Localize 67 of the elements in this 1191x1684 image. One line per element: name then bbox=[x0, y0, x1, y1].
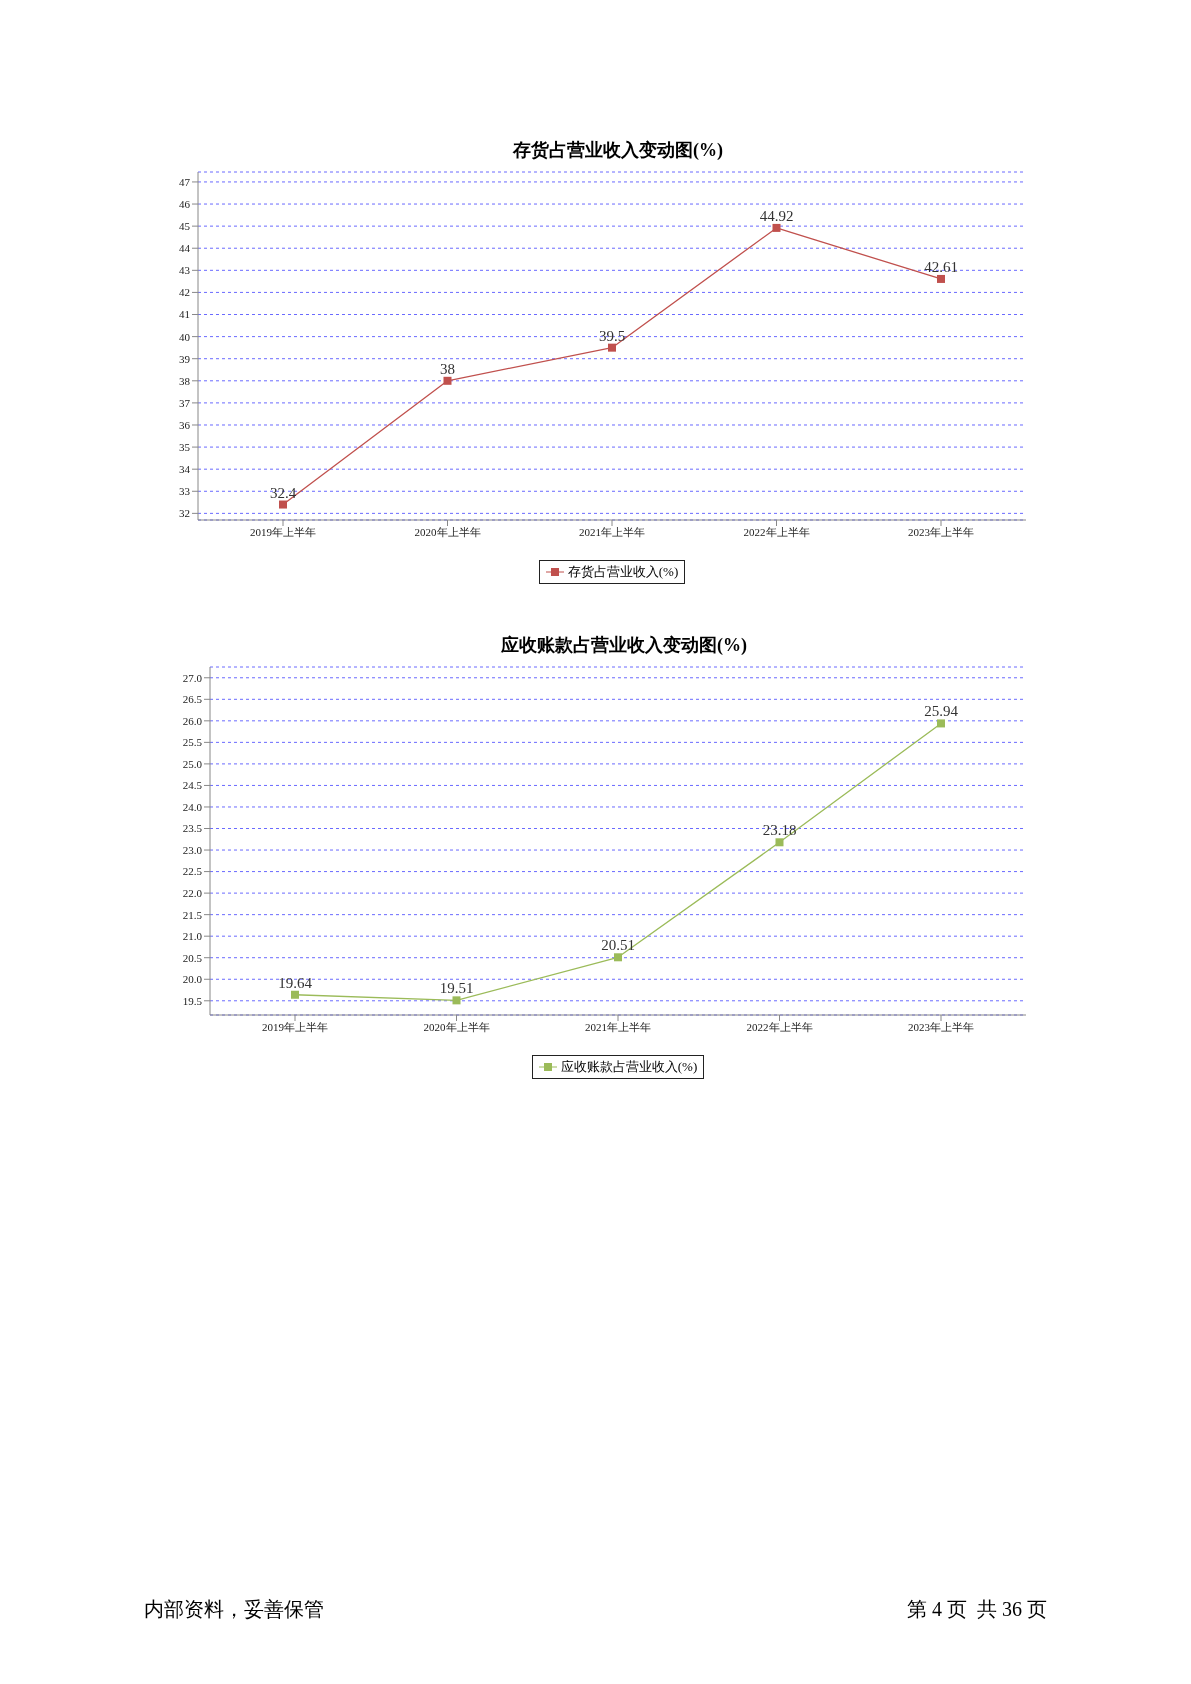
y-tick-label: 26.0 bbox=[182, 714, 203, 727]
chart-title: 应收账款占营业收入变动图(%) bbox=[500, 634, 748, 657]
data-label: 39.5 bbox=[598, 327, 626, 344]
y-tick-label: 44 bbox=[179, 242, 191, 255]
legend-label: 应收账款占营业收入(%) bbox=[559, 1058, 698, 1076]
y-tick-label: 23.0 bbox=[182, 843, 203, 856]
y-tick-label: 37 bbox=[179, 396, 191, 409]
y-tick-label: 21.5 bbox=[182, 908, 203, 921]
data-label: 19.64 bbox=[278, 974, 313, 991]
y-tick-label: 34 bbox=[179, 463, 191, 476]
data-label: 32.4 bbox=[269, 484, 297, 501]
y-tick-label: 32 bbox=[179, 507, 190, 520]
point bbox=[614, 953, 622, 962]
data-label: 44.92 bbox=[759, 207, 794, 224]
y-tick-label: 40 bbox=[179, 330, 191, 343]
y-tick-label: 21.0 bbox=[182, 930, 203, 943]
legend-label: 存货占营业收入(%) bbox=[566, 563, 679, 581]
y-tick-label: 42 bbox=[179, 286, 190, 299]
y-tick-label: 36 bbox=[179, 418, 191, 431]
text: 第 4 页 共 36 页 bbox=[907, 1597, 1047, 1622]
y-tick-label: 43 bbox=[179, 264, 191, 277]
y-tick-label: 41 bbox=[179, 308, 190, 321]
y-tick-label: 24.0 bbox=[182, 800, 203, 813]
y-tick-label: 27.0 bbox=[182, 671, 203, 684]
x-tick-label: 2022年上半年 bbox=[746, 1020, 813, 1033]
y-tick-label: 25.0 bbox=[182, 757, 203, 770]
y-tick-label: 45 bbox=[179, 220, 191, 233]
y-tick-label: 23.5 bbox=[182, 822, 203, 835]
text: 内部资料，妥善保管 bbox=[144, 1597, 324, 1622]
x-tick-label: 2021年上半年 bbox=[579, 525, 645, 538]
point bbox=[291, 990, 299, 999]
point bbox=[452, 996, 461, 1005]
point bbox=[937, 274, 945, 283]
y-tick-label: 22.0 bbox=[182, 887, 203, 900]
y-tick-label: 38 bbox=[179, 374, 191, 387]
y-tick-label: 46 bbox=[179, 197, 191, 210]
x-tick-label: 2021年上半年 bbox=[585, 1020, 651, 1033]
y-tick-label: 20.5 bbox=[182, 951, 203, 964]
point bbox=[775, 838, 784, 847]
point bbox=[608, 343, 616, 352]
data-label: 25.94 bbox=[924, 703, 959, 720]
x-tick-label: 2020年上半年 bbox=[423, 1020, 490, 1033]
y-tick-label: 20.0 bbox=[182, 973, 203, 986]
y-tick-label: 33 bbox=[179, 485, 191, 498]
y-tick-label: 19.5 bbox=[182, 994, 203, 1007]
data-label: 38 bbox=[440, 360, 455, 377]
data-label: 19.51 bbox=[439, 980, 474, 997]
point bbox=[443, 376, 452, 385]
point bbox=[937, 719, 945, 728]
y-tick-label: 22.5 bbox=[182, 865, 203, 878]
x-tick-label: 2023年上半年 bbox=[908, 525, 974, 538]
x-tick-label: 2020年上半年 bbox=[414, 525, 481, 538]
y-tick-label: 47 bbox=[179, 175, 191, 188]
data-label: 20.51 bbox=[601, 937, 635, 954]
x-tick-label: 2022年上半年 bbox=[743, 525, 810, 538]
y-tick-label: 25.5 bbox=[182, 736, 203, 749]
y-tick-label: 35 bbox=[179, 440, 191, 453]
point bbox=[772, 223, 781, 232]
x-tick-label: 2019年上半年 bbox=[262, 1020, 328, 1033]
x-tick-label: 2019年上半年 bbox=[250, 525, 316, 538]
point bbox=[279, 500, 287, 509]
y-tick-label: 39 bbox=[179, 352, 191, 365]
chart-title: 存货占营业收入变动图(%) bbox=[511, 139, 724, 162]
y-tick-label: 26.5 bbox=[182, 693, 203, 706]
data-label: 42.61 bbox=[924, 258, 958, 275]
y-tick-label: 24.5 bbox=[182, 779, 203, 792]
x-tick-label: 2023年上半年 bbox=[908, 1020, 974, 1033]
